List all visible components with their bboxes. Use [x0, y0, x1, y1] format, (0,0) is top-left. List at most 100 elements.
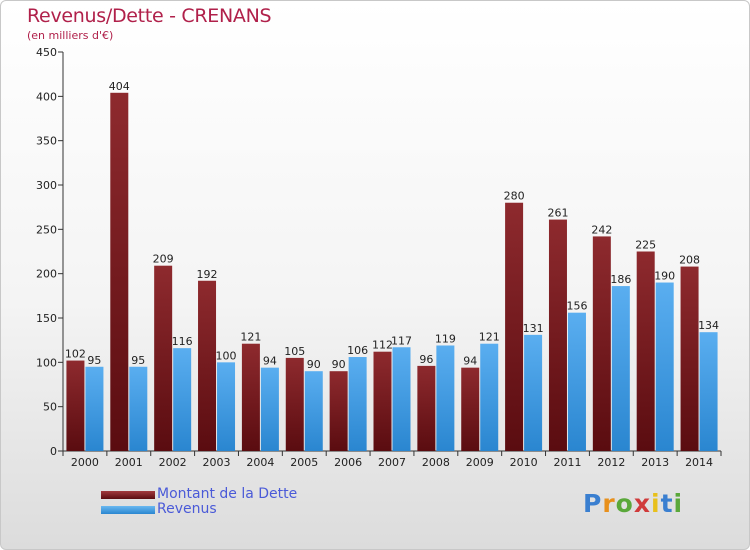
y-tick-label: 350 — [36, 135, 57, 148]
bar-debt — [505, 202, 524, 451]
bar-debt — [285, 357, 304, 451]
bar-debt — [66, 360, 85, 451]
logo-letter: t — [660, 489, 674, 518]
x-tick-label: 2010 — [510, 456, 538, 469]
bar-debt — [680, 266, 699, 451]
data-label-revenue: 116 — [172, 335, 193, 348]
x-tick-label: 2003 — [203, 456, 231, 469]
bar-debt — [417, 365, 436, 451]
bar-revenue — [304, 371, 323, 451]
bar-debt — [329, 371, 348, 451]
x-tick-label: 2005 — [290, 456, 318, 469]
bar-revenue — [655, 282, 674, 451]
x-tick-label: 2014 — [685, 456, 713, 469]
y-tick-label: 200 — [36, 268, 57, 281]
data-label-debt: 209 — [153, 253, 174, 266]
y-tick-label: 0 — [50, 445, 57, 458]
logo-letter: i — [673, 489, 684, 518]
y-tick-label: 250 — [36, 223, 57, 236]
bar-debt — [548, 219, 567, 451]
x-tick-label: 2013 — [641, 456, 669, 469]
bar-debt — [461, 367, 480, 451]
proxiti-logo: Proxiti — [583, 489, 683, 518]
data-label-debt: 261 — [547, 207, 568, 220]
data-label-debt: 192 — [197, 268, 218, 281]
data-label-revenue: 121 — [479, 331, 500, 344]
data-label-debt: 225 — [635, 239, 656, 252]
bar-debt — [241, 343, 260, 451]
data-label-debt: 242 — [591, 223, 612, 236]
bar-revenue — [85, 366, 104, 451]
bar-revenue — [567, 312, 586, 451]
bar-revenue — [699, 332, 718, 451]
bar-revenue — [217, 362, 236, 451]
bar-debt — [373, 351, 392, 451]
y-tick-label: 450 — [36, 46, 57, 59]
x-tick-label: 2004 — [246, 456, 274, 469]
y-tick-label: 150 — [36, 312, 57, 325]
data-label-revenue: 186 — [610, 273, 631, 286]
legend-swatch-debt — [101, 491, 155, 499]
bar-revenue — [129, 366, 148, 451]
bar-revenue — [611, 286, 630, 451]
x-tick-label: 2008 — [422, 456, 450, 469]
data-label-debt: 105 — [284, 345, 305, 358]
bar-revenue — [260, 367, 279, 451]
legend-swatch-revenue — [101, 506, 155, 514]
bar-debt — [592, 236, 611, 451]
data-label-revenue: 131 — [523, 322, 544, 335]
data-label-debt: 208 — [679, 254, 700, 267]
data-label-revenue: 156 — [566, 300, 587, 313]
bar-revenue — [480, 343, 499, 451]
data-label-revenue: 90 — [307, 358, 321, 371]
y-tick-label: 100 — [36, 356, 57, 369]
bar-revenue — [436, 345, 455, 451]
data-label-revenue: 119 — [435, 332, 456, 345]
data-label-revenue: 190 — [654, 270, 675, 283]
bar-revenue — [392, 347, 411, 451]
x-tick-label: 2002 — [159, 456, 187, 469]
chart-title: Revenus/Dette - CRENANS — [27, 5, 272, 27]
data-label-debt: 96 — [419, 353, 433, 366]
data-label-debt: 280 — [504, 190, 525, 203]
data-label-revenue: 95 — [131, 354, 145, 367]
bar-debt — [636, 251, 655, 451]
x-tick-label: 2012 — [597, 456, 625, 469]
data-label-revenue: 106 — [347, 344, 368, 357]
y-tick-label: 400 — [36, 90, 57, 103]
x-tick-label: 2009 — [466, 456, 494, 469]
data-label-revenue: 95 — [87, 354, 101, 367]
logo-letter: r — [602, 489, 616, 518]
logo-letter: P — [583, 489, 603, 518]
axes: 0 50 100 150 200 250 300 350 400 450 2000 2001 2002 2… — [36, 46, 722, 469]
legend-label-revenue: Revenus — [157, 501, 217, 517]
data-label-debt: 121 — [240, 331, 261, 344]
bar-debt — [110, 92, 129, 451]
data-label-revenue: 94 — [263, 355, 277, 368]
bar-revenue — [348, 357, 367, 451]
y-tick-label: 50 — [43, 401, 57, 414]
data-label-debt: 102 — [65, 348, 86, 361]
data-label-revenue: 117 — [391, 334, 412, 347]
legend-label-debt: Montant de la Dette — [157, 486, 298, 502]
bar-debt — [198, 280, 217, 451]
x-tick-label: 2000 — [71, 456, 99, 469]
bar-revenue — [524, 334, 543, 451]
x-tick-label: 2011 — [553, 456, 581, 469]
chart-subtitle: (en milliers d'€) — [27, 29, 114, 42]
data-label-revenue: 100 — [216, 349, 237, 362]
data-label-debt: 90 — [332, 358, 346, 371]
logo-letter: x — [633, 489, 651, 518]
bar-debt — [154, 265, 173, 451]
data-label-debt: 404 — [109, 80, 130, 93]
data-label-debt: 94 — [463, 355, 477, 368]
x-tick-label: 2001 — [115, 456, 143, 469]
x-tick-label: 2006 — [334, 456, 362, 469]
bar-revenue — [173, 348, 192, 451]
data-label-revenue: 134 — [698, 319, 719, 332]
y-tick-label: 300 — [36, 179, 57, 192]
data-label-debt: 112 — [372, 339, 393, 352]
